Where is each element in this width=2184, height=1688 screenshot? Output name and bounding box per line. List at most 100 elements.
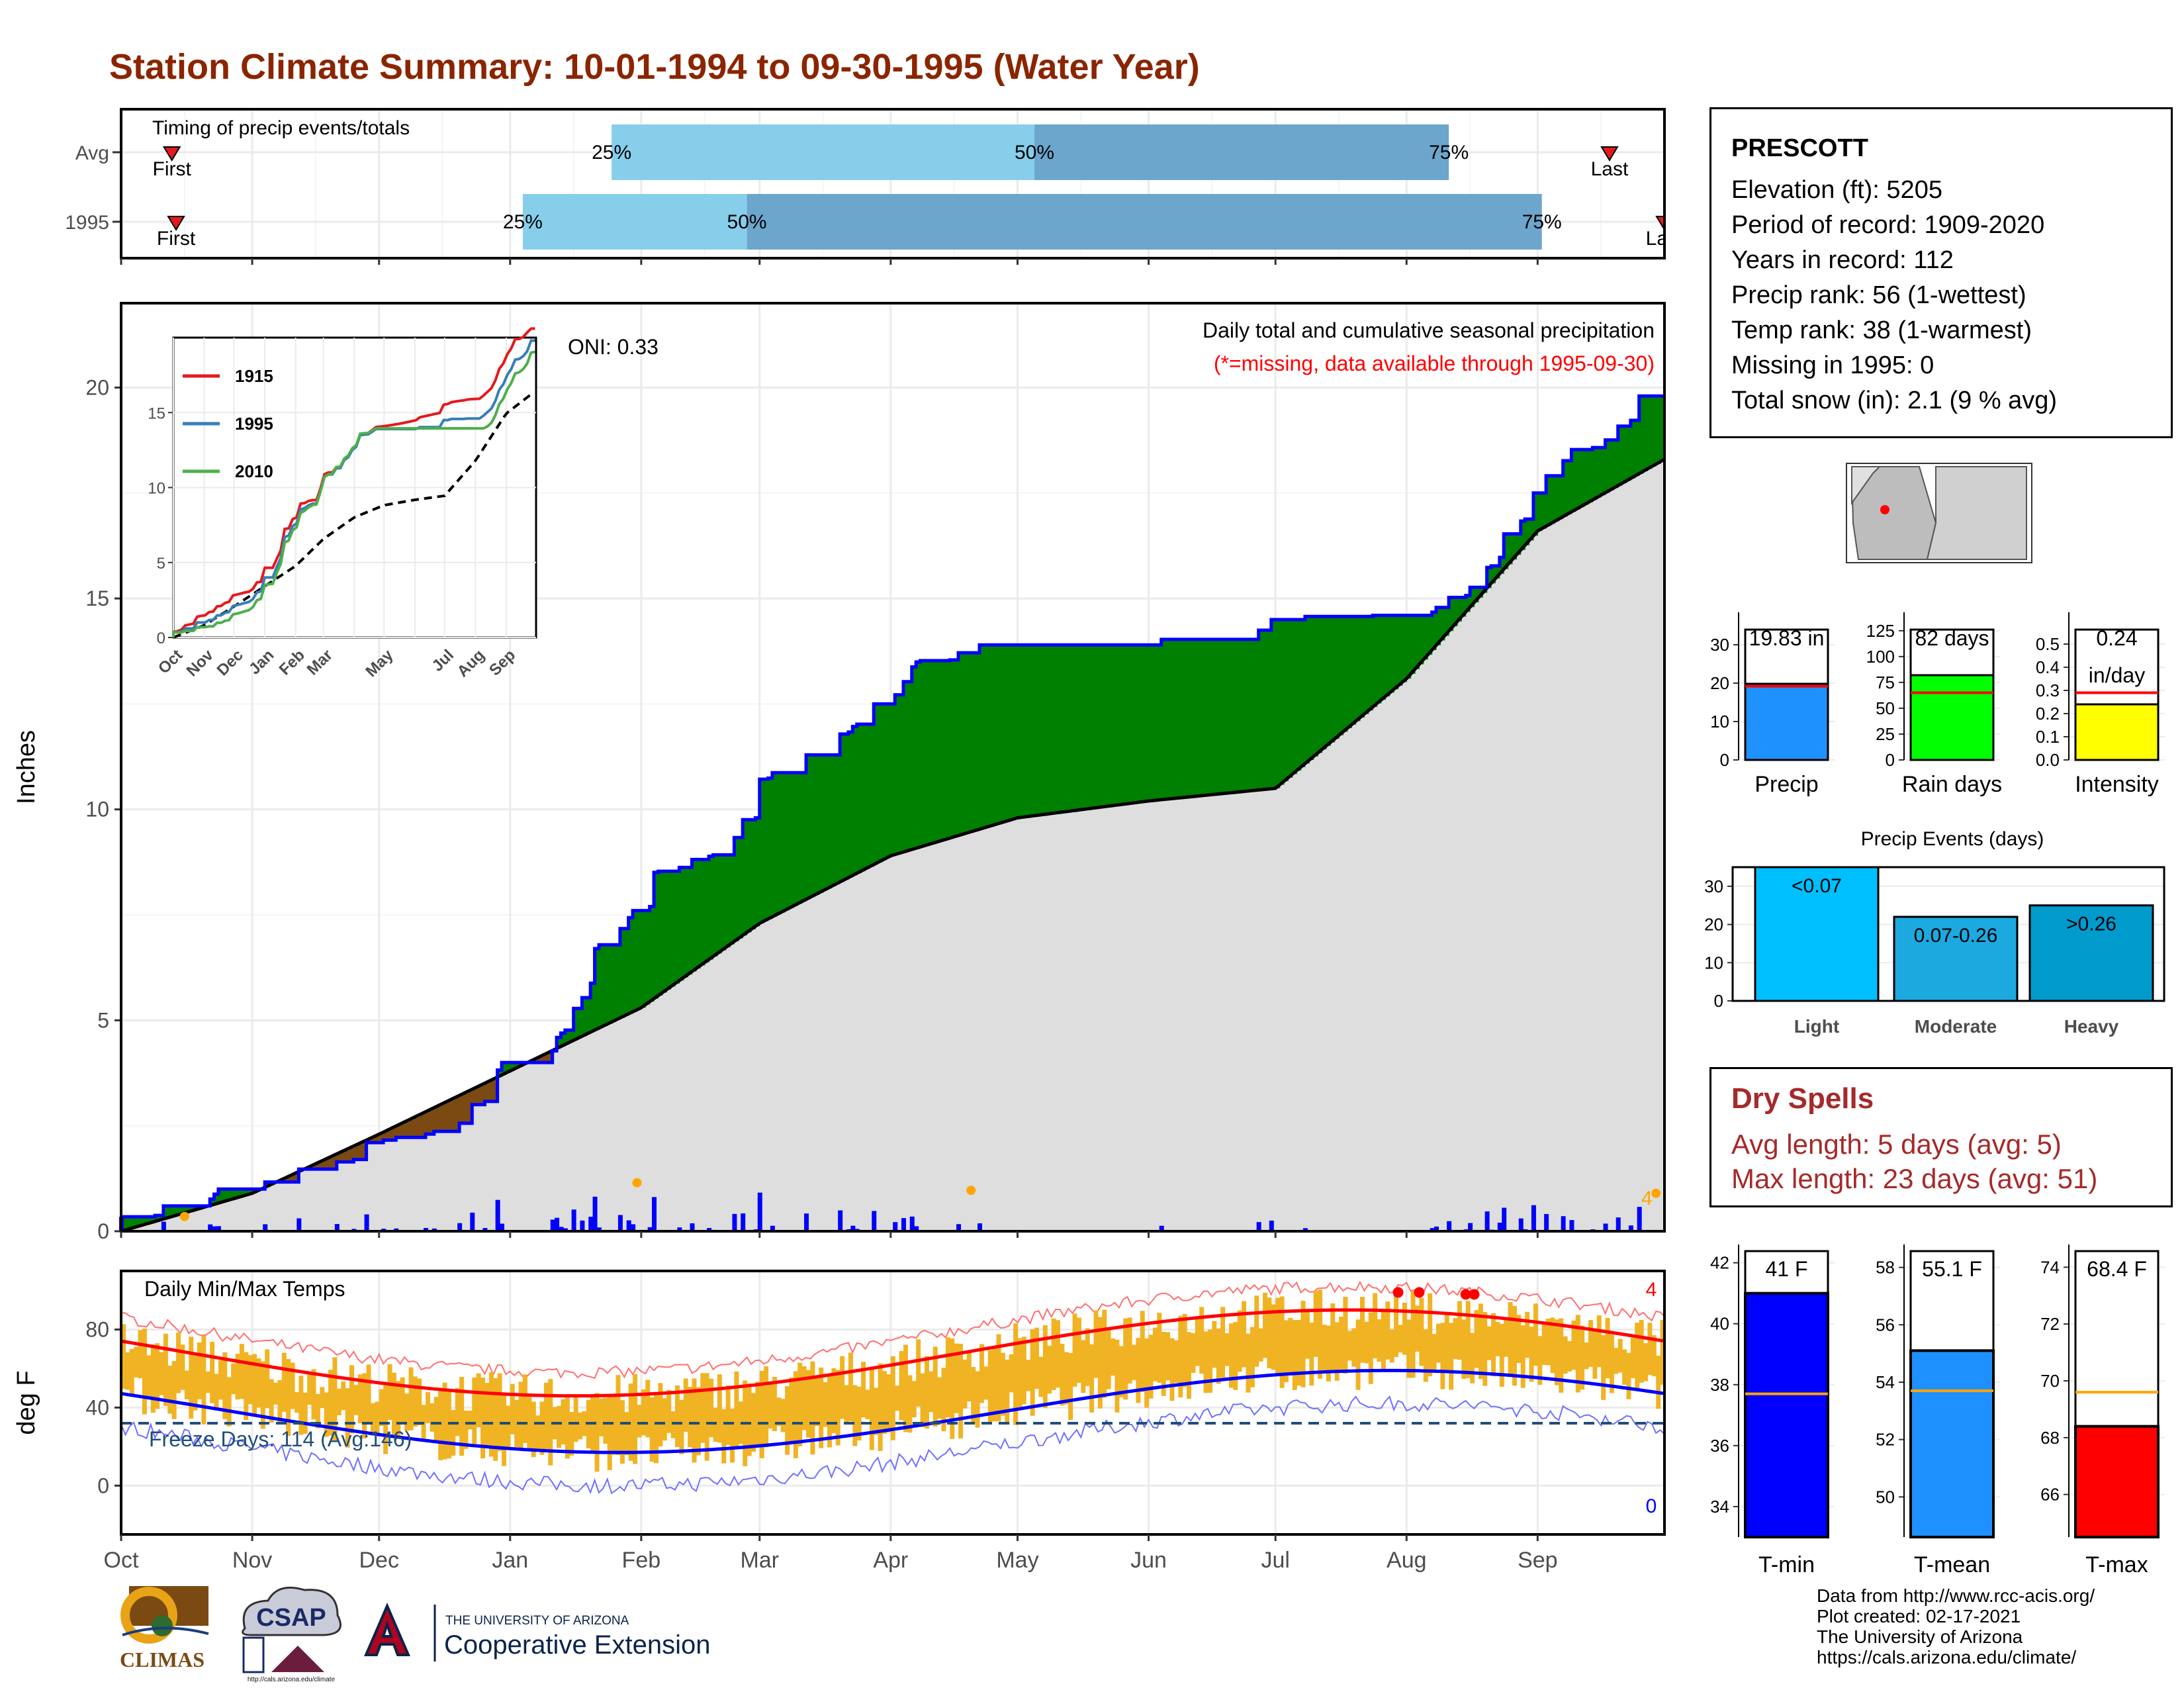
departure-fill bbox=[163, 1205, 168, 1219]
daily-temp-bar bbox=[704, 1373, 709, 1461]
departure-fill bbox=[793, 773, 798, 906]
station-snow: Total snow (in): 2.1 (9 % avg) bbox=[1731, 387, 2058, 414]
departure-fill bbox=[861, 724, 866, 871]
departure-fill bbox=[506, 1062, 511, 1073]
summary-bar bbox=[1744, 682, 1829, 761]
departure-fill bbox=[954, 659, 959, 837]
temp-y-tick-label: 40 bbox=[85, 1395, 109, 1419]
daily-temp-bar bbox=[856, 1386, 862, 1441]
temp-summary-bar bbox=[2074, 1425, 2160, 1539]
dry-spells-avg: Avg length: 5 days (avg: 5) bbox=[1731, 1129, 2062, 1160]
timing-q25-label: 25% bbox=[503, 211, 543, 233]
events-y-tick-label: 10 bbox=[1704, 953, 1723, 972]
events-y-tick-label: 0 bbox=[1714, 991, 1723, 1011]
daily-temp-bar bbox=[176, 1333, 181, 1393]
departure-fill bbox=[721, 855, 727, 951]
inset-y-tick-label: 15 bbox=[148, 404, 165, 422]
departure-fill bbox=[835, 755, 841, 884]
departure-fill bbox=[903, 681, 908, 853]
average-max-line bbox=[120, 1308, 1665, 1398]
departure-fill bbox=[1148, 645, 1154, 801]
timing-q75-label: 75% bbox=[1522, 211, 1562, 233]
actual-cumulative-line bbox=[121, 394, 1664, 1219]
daily-temp-bar bbox=[480, 1378, 486, 1459]
departure-fill bbox=[1000, 645, 1005, 823]
daily-temp-bar bbox=[937, 1377, 942, 1419]
departure-fill bbox=[674, 871, 680, 984]
departure-fill bbox=[1191, 639, 1196, 797]
first-event-marker bbox=[167, 216, 185, 231]
events-y-tick-label: 30 bbox=[1704, 876, 1723, 896]
daily-temp-bar bbox=[1038, 1356, 1044, 1397]
daily-temp-bar bbox=[1026, 1360, 1031, 1391]
departure-fill bbox=[1127, 645, 1132, 804]
daily-temp-bar bbox=[1457, 1301, 1462, 1360]
daily-temp-bar bbox=[1563, 1336, 1568, 1374]
summary-bar-name: Precip bbox=[1754, 772, 1818, 797]
departure-fill bbox=[142, 1217, 147, 1225]
departure-fill bbox=[1322, 616, 1327, 750]
daily-precip-bar bbox=[956, 1224, 962, 1231]
daily-temp-bar bbox=[1435, 1323, 1441, 1363]
daily-temp-bar bbox=[239, 1344, 244, 1399]
daily-temp-bar bbox=[987, 1350, 993, 1422]
daily-temp-bar bbox=[979, 1344, 984, 1403]
month-tick-label: Oct bbox=[104, 1548, 139, 1573]
daily-temp-bar bbox=[438, 1391, 443, 1460]
daily-temp-bar bbox=[1415, 1305, 1420, 1352]
daily-temp-bar bbox=[1389, 1329, 1394, 1363]
departure-fill bbox=[1415, 615, 1420, 669]
snow-marker bbox=[966, 1186, 976, 1196]
daily-temp-bar bbox=[1584, 1342, 1589, 1370]
summary-y-tick-label: 0.4 bbox=[2036, 657, 2060, 677]
inset-y-tick-label: 5 bbox=[157, 555, 165, 573]
daily-temp-bar bbox=[244, 1352, 249, 1421]
departure-fill bbox=[1495, 565, 1500, 579]
daily-precip-bar bbox=[364, 1214, 369, 1231]
departure-fill bbox=[459, 1095, 465, 1123]
daily-precip-bar bbox=[1468, 1223, 1473, 1231]
departure-fill bbox=[1478, 587, 1483, 598]
summary-y-tick-label: 50 bbox=[1876, 698, 1895, 718]
snow-marker bbox=[1651, 1188, 1661, 1198]
summary-y-tick-label: 0.0 bbox=[2036, 750, 2060, 770]
departure-fill bbox=[730, 855, 735, 945]
daily-temp-bar bbox=[336, 1388, 341, 1416]
daily-precip-bar bbox=[208, 1224, 213, 1231]
departure-fill bbox=[557, 1037, 562, 1049]
departure-fill bbox=[1520, 521, 1525, 550]
daily-temp-bar bbox=[1504, 1318, 1509, 1357]
daily-temp-bar bbox=[159, 1352, 164, 1395]
daily-temp-bar bbox=[1453, 1318, 1458, 1360]
daily-temp-bar bbox=[493, 1378, 498, 1461]
departure-fill bbox=[396, 1126, 401, 1138]
departure-fill bbox=[1559, 475, 1564, 520]
daily-temp-bar bbox=[1220, 1307, 1226, 1378]
daily-temp-bar bbox=[565, 1395, 570, 1459]
daily-temp-bar bbox=[1017, 1338, 1023, 1407]
departure-fill bbox=[1440, 607, 1445, 641]
daily-precip-bar bbox=[1269, 1220, 1274, 1231]
departure-fill bbox=[1005, 645, 1010, 822]
summary-bar bbox=[2074, 703, 2160, 761]
temp-summary-value-label: 68.4 F bbox=[2087, 1257, 2147, 1281]
departure-fill bbox=[214, 1194, 219, 1205]
departure-fill bbox=[1643, 396, 1649, 471]
daily-temp-bar bbox=[1529, 1327, 1534, 1382]
departure-fill bbox=[662, 871, 667, 993]
event-bar-label: <0.07 bbox=[1792, 875, 1842, 897]
daily-temp-bar bbox=[603, 1397, 608, 1444]
daily-precip-bar bbox=[741, 1213, 746, 1231]
departure-fill bbox=[497, 1070, 502, 1078]
events-frame bbox=[1731, 866, 2165, 1002]
departure-fill bbox=[239, 1189, 244, 1197]
precip-y-tick-label: 15 bbox=[85, 586, 109, 610]
daily-temp-bar bbox=[1013, 1323, 1019, 1425]
daily-temp-bar bbox=[801, 1366, 807, 1430]
departure-fill bbox=[852, 726, 858, 876]
departure-fill bbox=[1013, 645, 1019, 820]
departure-fill bbox=[315, 1164, 320, 1170]
daily-temp-bar bbox=[819, 1367, 824, 1448]
departure-fill bbox=[1026, 645, 1031, 817]
daily-temp-bar bbox=[975, 1371, 980, 1428]
